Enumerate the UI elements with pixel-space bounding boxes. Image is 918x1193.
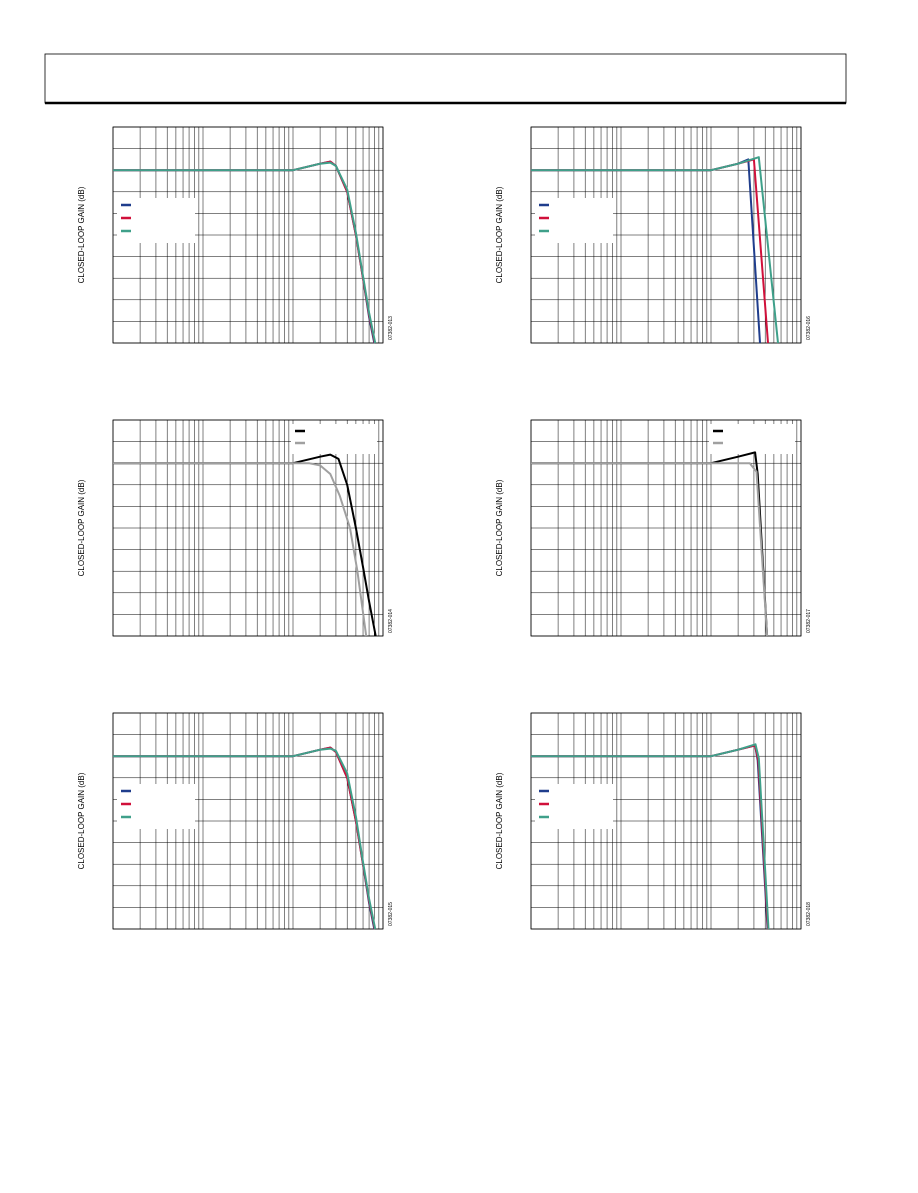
figure-id: 07382-013 xyxy=(388,316,394,340)
data-line xyxy=(531,451,769,637)
figure-id: 07382-017 xyxy=(806,609,812,633)
data-line xyxy=(113,462,368,637)
y-axis-label: CLOSED-LOOP GAIN (dB) xyxy=(77,479,86,576)
data-line xyxy=(531,462,769,637)
y-axis-label: CLOSED-LOOP GAIN (dB) xyxy=(495,772,504,869)
y-axis-label: CLOSED-LOOP GAIN (dB) xyxy=(77,186,86,283)
plot-frame xyxy=(530,126,802,344)
plot-frame xyxy=(112,126,384,344)
plot-frame xyxy=(112,712,384,930)
data-line xyxy=(113,453,377,637)
data-line xyxy=(531,743,770,930)
data-line xyxy=(113,161,377,344)
header-box xyxy=(44,53,847,104)
plot-frame xyxy=(530,419,802,637)
y-axis-label: CLOSED-LOOP GAIN (dB) xyxy=(495,479,504,576)
plot-frame xyxy=(112,419,384,637)
figure-id: 07382-015 xyxy=(388,902,394,926)
data-line xyxy=(531,158,761,344)
data-line xyxy=(531,744,769,930)
data-line xyxy=(113,747,377,930)
figure-id: 07382-018 xyxy=(806,902,812,926)
plot-frame xyxy=(530,712,802,930)
data-line xyxy=(113,746,376,930)
y-axis-label: CLOSED-LOOP GAIN (dB) xyxy=(77,772,86,869)
data-line xyxy=(531,158,769,344)
data-line xyxy=(113,746,376,930)
data-line xyxy=(113,160,376,344)
legend-box xyxy=(291,424,377,454)
y-axis-label: CLOSED-LOOP GAIN (dB) xyxy=(495,186,504,283)
figure-id: 07382-014 xyxy=(388,609,394,633)
data-line xyxy=(531,744,769,930)
data-line xyxy=(113,160,376,344)
data-line xyxy=(531,156,779,344)
figure-id: 07382-016 xyxy=(806,316,812,340)
legend-box xyxy=(709,424,795,454)
